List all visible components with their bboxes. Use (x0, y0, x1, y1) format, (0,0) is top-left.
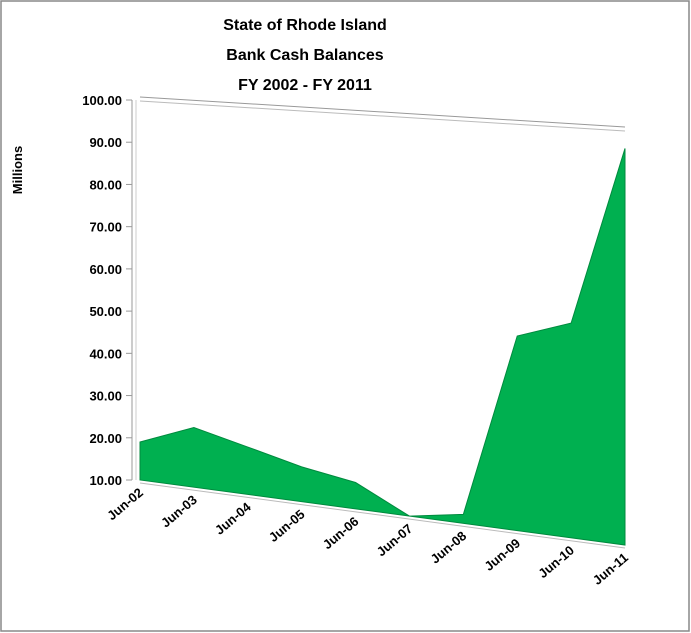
y-tick-label: 90.00 (89, 135, 122, 150)
y-tick-label: 20.00 (89, 431, 122, 446)
chart-title: State of Rhode Island (223, 17, 387, 34)
y-tick-label: 10.00 (89, 473, 122, 488)
wall-top (139, 100, 626, 132)
y-tick-label: 70.00 (89, 220, 122, 235)
y-tick-label: 100.00 (82, 93, 122, 108)
y-tick-label: 40.00 (89, 346, 122, 361)
y-axis-label: Millions (10, 146, 25, 194)
floor-edge (139, 482, 626, 549)
y-tick-label: 80.00 (89, 177, 122, 192)
y-tick-label: 50.00 (89, 304, 122, 319)
wall-top (139, 96, 626, 128)
area (139, 148, 626, 546)
y-tick-label: 60.00 (89, 262, 122, 277)
chart-title: Bank Cash Balances (226, 47, 384, 64)
y-tick-label: 30.00 (89, 389, 122, 404)
chart-title: FY 2002 - FY 2011 (238, 77, 372, 94)
